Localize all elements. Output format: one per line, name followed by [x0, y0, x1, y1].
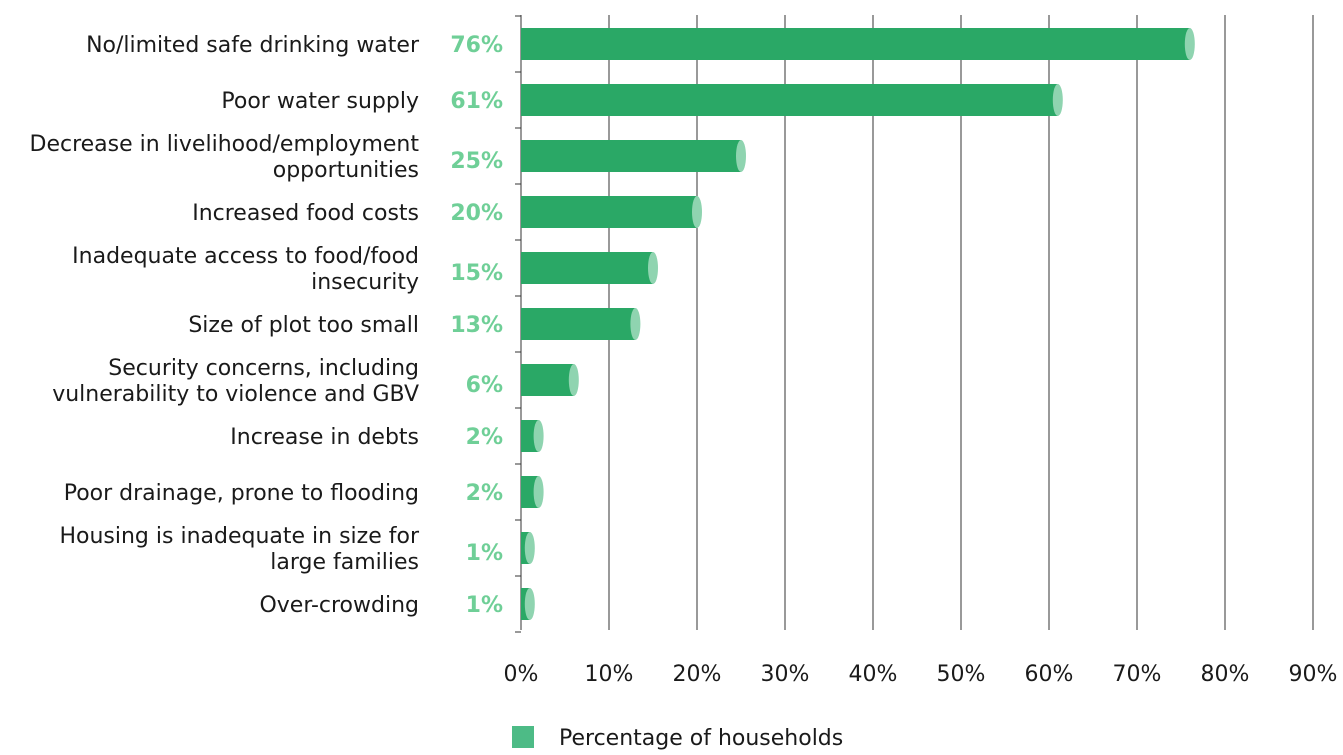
legend: Percentage of households [512, 726, 843, 751]
x-tick-label: 50% [937, 662, 986, 687]
x-tick-label: 90% [1289, 662, 1338, 687]
bar [521, 420, 539, 452]
category-label: Housing is inadequate in size for large f… [59, 524, 419, 575]
x-tick-label: 60% [1025, 662, 1074, 687]
bar [521, 476, 539, 508]
bar-cap [533, 476, 544, 508]
x-tick-label: 40% [849, 662, 898, 687]
bar-cap [1052, 84, 1063, 116]
value-label: 13% [450, 313, 503, 338]
value-label: 15% [450, 261, 503, 286]
bar [521, 308, 636, 340]
category-label: No/limited safe drinking water [86, 33, 420, 58]
x-tick-label: 80% [1201, 662, 1250, 687]
bar-cap [648, 252, 658, 284]
bar [521, 364, 574, 396]
category-label: Increase in debts [230, 425, 419, 450]
category-labels: No/limited safe drinking water Poor water… [30, 33, 420, 618]
bar-cap [524, 532, 535, 564]
category-label: Size of plot too small [188, 313, 419, 338]
bar-cap [736, 140, 746, 172]
category-label: Security concerns, including vulnerabilit… [52, 356, 419, 407]
bar-cap [1184, 28, 1195, 60]
value-label: 25% [450, 149, 503, 174]
value-label: 1% [466, 541, 503, 566]
category-label: Increased food costs [192, 201, 419, 226]
grid-lines [515, 15, 1314, 633]
bars [521, 28, 1195, 620]
x-tick-label: 30% [761, 662, 810, 687]
x-tick-label: 20% [673, 662, 722, 687]
value-label: 2% [466, 481, 503, 506]
category-label: Over-crowding [259, 593, 419, 618]
bar [521, 196, 697, 228]
category-label: Poor drainage, prone to flooding [64, 481, 419, 506]
x-tick-label: 10% [585, 662, 634, 687]
category-label: Inadequate access to food/food insecurity [72, 244, 419, 295]
bar-cap [630, 308, 641, 340]
bar-cap [533, 420, 544, 452]
value-label: 2% [466, 425, 503, 450]
category-label: Poor water supply [221, 89, 419, 114]
bar [521, 84, 1058, 116]
value-label: 6% [466, 373, 503, 398]
x-tick-labels: 0% 10% 20% 30% 40% 50% 60% 70% 80% 90% [504, 662, 1338, 687]
value-label: 76% [450, 33, 503, 58]
x-tick-label: 70% [1113, 662, 1162, 687]
bar [521, 28, 1190, 60]
bar [521, 252, 653, 284]
legend-label: Percentage of households [559, 726, 843, 751]
value-label: 61% [450, 89, 503, 114]
x-tick-label: 0% [504, 662, 539, 687]
bar [521, 140, 741, 172]
value-label: 1% [466, 593, 503, 618]
bar-cap [568, 364, 579, 396]
value-labels: 76% 61% 25% 20% 15% 13% 6% 2% 2% 1% 1% [450, 33, 503, 618]
legend-swatch [512, 726, 534, 748]
value-label: 20% [450, 201, 503, 226]
bar-cap [524, 588, 535, 620]
category-label: Decrease in livelihood/employment opportu… [30, 132, 420, 183]
bar-cap [692, 196, 702, 228]
